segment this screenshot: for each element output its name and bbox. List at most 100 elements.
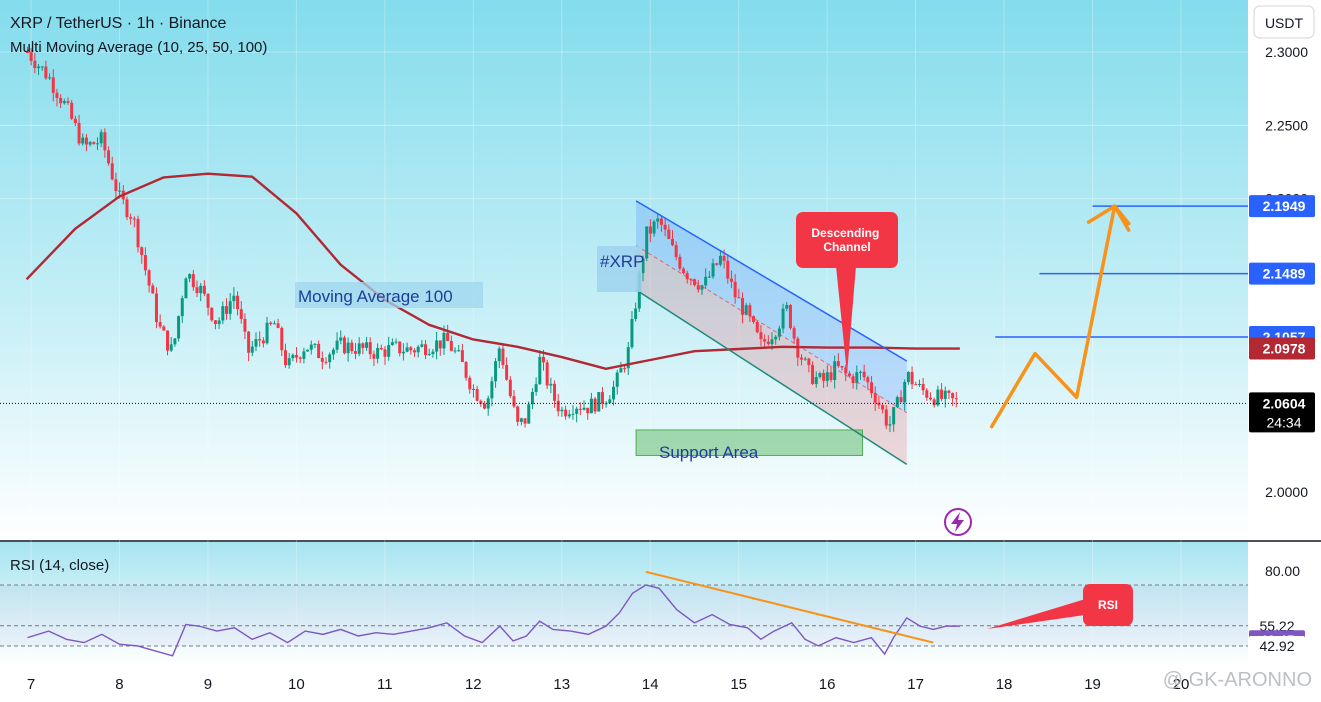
candle-body	[29, 52, 33, 61]
candle-body	[844, 367, 848, 374]
time-tick-label[interactable]: 20	[1173, 676, 1190, 693]
time-tick-label[interactable]: 7	[27, 676, 35, 693]
candle-body	[460, 350, 464, 363]
candle-body	[33, 60, 37, 69]
candle-body	[538, 356, 542, 385]
candle-body	[929, 397, 933, 400]
candle-body	[534, 384, 538, 392]
support-area	[635, 429, 864, 456]
time-tick-label[interactable]: 12	[465, 676, 482, 693]
candle-body	[177, 316, 181, 339]
rsi-badge	[1249, 636, 1305, 656]
candle-body	[512, 396, 516, 407]
candle-body	[741, 297, 745, 315]
rsi-tick-label[interactable]: 80.00	[1265, 563, 1300, 579]
price-tick-label[interactable]: 2.2500	[1265, 117, 1308, 133]
rsi-callout-label: RSI	[1098, 598, 1118, 612]
time-tick-label[interactable]: 14	[642, 676, 659, 693]
candle-body	[700, 285, 704, 290]
candle-body	[556, 400, 560, 412]
candle-body	[892, 407, 896, 425]
candle-body	[107, 150, 111, 164]
candle-body	[184, 278, 188, 299]
time-tick-label[interactable]: 11	[377, 676, 393, 693]
candle-body	[925, 390, 929, 398]
time-tick-label[interactable]: 19	[1084, 676, 1101, 693]
candle-body	[564, 409, 568, 417]
candle-body	[582, 407, 586, 410]
currency-button[interactable]: USDT	[1253, 5, 1315, 39]
candle-body	[342, 337, 346, 354]
candle-body	[81, 137, 85, 144]
candle-body	[917, 383, 921, 385]
candle-body	[884, 409, 888, 426]
time-tick-label[interactable]: 15	[730, 676, 747, 693]
candle-body	[154, 293, 158, 323]
candle-body	[405, 347, 409, 352]
candle-body	[881, 405, 885, 410]
candle-body	[877, 402, 881, 406]
candle-body	[656, 218, 660, 222]
candle-body	[693, 279, 697, 286]
candle-body	[269, 322, 273, 325]
candle-body	[453, 350, 457, 352]
candle-body	[390, 342, 394, 346]
time-tick-label[interactable]: 9	[204, 676, 212, 693]
candle-body	[25, 52, 29, 53]
candle-body	[593, 398, 597, 412]
time-tick-label[interactable]: 13	[553, 676, 570, 693]
candle-body	[612, 386, 616, 400]
candle-body	[626, 347, 630, 369]
time-tick-label[interactable]: 16	[819, 676, 836, 693]
candle-body	[250, 346, 254, 353]
candle-body	[431, 351, 435, 355]
time-tick-label[interactable]: 8	[115, 676, 123, 693]
candle-body	[475, 388, 479, 401]
candle-body	[711, 263, 715, 277]
candle-body	[427, 354, 431, 356]
price-tick-label[interactable]: 2.0000	[1265, 484, 1308, 500]
candle-body	[752, 316, 756, 322]
candle-body	[759, 332, 763, 340]
candle-body	[906, 371, 910, 383]
candle-body	[663, 224, 667, 230]
lightning-icon[interactable]	[944, 508, 972, 536]
candle-body	[855, 372, 859, 384]
time-tick-label[interactable]: 18	[996, 676, 1013, 693]
candle-body	[346, 342, 350, 354]
candle-body	[446, 332, 450, 341]
candle-body	[73, 118, 77, 124]
candle-body	[387, 345, 391, 357]
candle-body	[394, 341, 398, 343]
time-tick-label[interactable]: 10	[288, 676, 305, 693]
channel-upper-line	[635, 200, 908, 362]
rsi-title[interactable]: RSI (14, close)	[10, 557, 109, 574]
candle-body	[641, 258, 645, 274]
candle-body	[103, 132, 107, 151]
candle-body	[777, 328, 781, 337]
time-tick-label[interactable]: 17	[907, 676, 924, 693]
descending-channel-label: Descending Channel	[811, 226, 882, 254]
candle-body	[110, 163, 114, 180]
candle-body	[685, 273, 689, 280]
candle-body	[597, 392, 601, 412]
candle-body	[92, 142, 96, 145]
candle-body	[169, 344, 173, 351]
candle-body	[180, 298, 184, 317]
candle-body	[295, 354, 299, 358]
time-axis[interactable]: 7 8 9 10 11 12 13 14 15 16 17 18 19 20	[27, 676, 1190, 693]
candle-body	[800, 357, 803, 360]
candle-body	[114, 179, 118, 191]
candle-body	[62, 101, 66, 104]
price-badge-label: 2.0604	[1263, 395, 1306, 411]
candle-body	[508, 379, 512, 397]
candle-body	[132, 218, 136, 220]
indicator-title[interactable]: Multi Moving Average (10, 25, 50, 100)	[10, 39, 267, 56]
candle-body	[317, 343, 321, 358]
price-tick-label[interactable]: 2.3000	[1265, 44, 1308, 60]
candle-body	[766, 341, 770, 345]
candle-body	[44, 66, 48, 79]
candle-body	[324, 361, 328, 363]
symbol-title[interactable]: XRP / TetherUS · 1h · Binance	[10, 15, 227, 32]
